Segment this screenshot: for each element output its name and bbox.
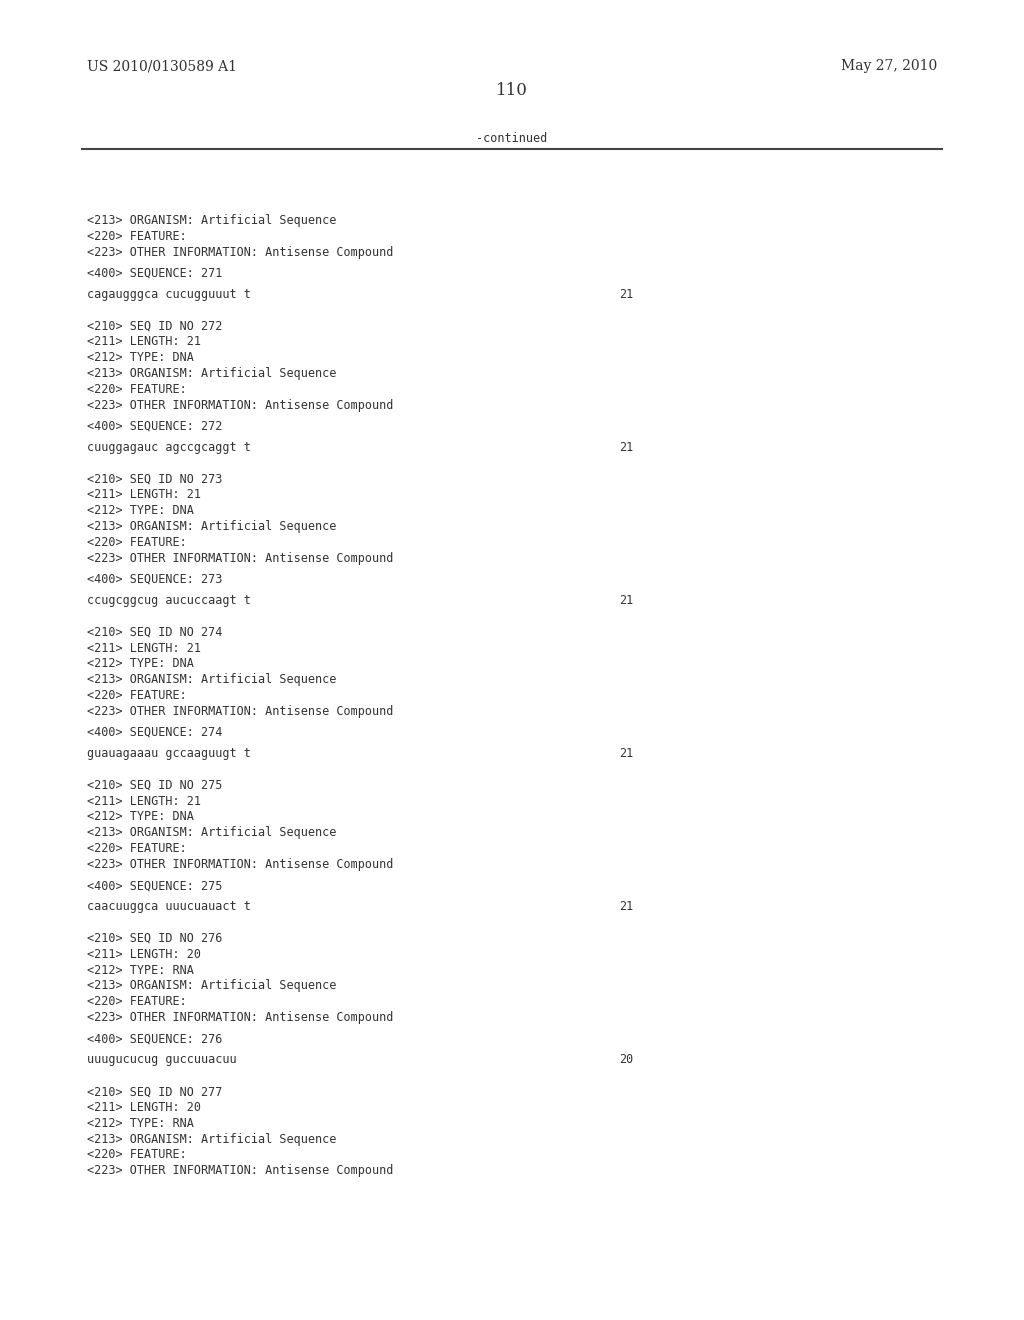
Text: <212> TYPE: DNA: <212> TYPE: DNA: [87, 504, 194, 517]
Text: <400> SEQUENCE: 275: <400> SEQUENCE: 275: [87, 879, 222, 892]
Text: <211> LENGTH: 20: <211> LENGTH: 20: [87, 1101, 201, 1114]
Text: <211> LENGTH: 21: <211> LENGTH: 21: [87, 335, 201, 348]
Text: <220> FEATURE:: <220> FEATURE:: [87, 842, 186, 855]
Text: <223> OTHER INFORMATION: Antisense Compound: <223> OTHER INFORMATION: Antisense Compo…: [87, 858, 393, 871]
Text: <223> OTHER INFORMATION: Antisense Compound: <223> OTHER INFORMATION: Antisense Compo…: [87, 552, 393, 565]
Text: <223> OTHER INFORMATION: Antisense Compound: <223> OTHER INFORMATION: Antisense Compo…: [87, 399, 393, 412]
Text: <223> OTHER INFORMATION: Antisense Compound: <223> OTHER INFORMATION: Antisense Compo…: [87, 705, 393, 718]
Text: <213> ORGANISM: Artificial Sequence: <213> ORGANISM: Artificial Sequence: [87, 673, 337, 686]
Text: <211> LENGTH: 20: <211> LENGTH: 20: [87, 948, 201, 961]
Text: <211> LENGTH: 21: <211> LENGTH: 21: [87, 795, 201, 808]
Text: uuugucucug guccuuacuu: uuugucucug guccuuacuu: [87, 1053, 237, 1067]
Text: <211> LENGTH: 21: <211> LENGTH: 21: [87, 642, 201, 655]
Text: cagaugggca cucugguuut t: cagaugggca cucugguuut t: [87, 288, 251, 301]
Text: <223> OTHER INFORMATION: Antisense Compound: <223> OTHER INFORMATION: Antisense Compo…: [87, 1164, 393, 1177]
Text: <213> ORGANISM: Artificial Sequence: <213> ORGANISM: Artificial Sequence: [87, 520, 337, 533]
Text: guauagaaau gccaaguugt t: guauagaaau gccaaguugt t: [87, 747, 251, 760]
Text: <213> ORGANISM: Artificial Sequence: <213> ORGANISM: Artificial Sequence: [87, 214, 337, 227]
Text: <211> LENGTH: 21: <211> LENGTH: 21: [87, 488, 201, 502]
Text: <220> FEATURE:: <220> FEATURE:: [87, 383, 186, 396]
Text: cuuggagauc agccgcaggt t: cuuggagauc agccgcaggt t: [87, 441, 251, 454]
Text: <220> FEATURE:: <220> FEATURE:: [87, 230, 186, 243]
Text: <210> SEQ ID NO 275: <210> SEQ ID NO 275: [87, 779, 222, 792]
Text: <400> SEQUENCE: 273: <400> SEQUENCE: 273: [87, 573, 222, 586]
Text: US 2010/0130589 A1: US 2010/0130589 A1: [87, 59, 237, 74]
Text: <400> SEQUENCE: 274: <400> SEQUENCE: 274: [87, 726, 222, 739]
Text: <223> OTHER INFORMATION: Antisense Compound: <223> OTHER INFORMATION: Antisense Compo…: [87, 1011, 393, 1024]
Text: <213> ORGANISM: Artificial Sequence: <213> ORGANISM: Artificial Sequence: [87, 1133, 337, 1146]
Text: <213> ORGANISM: Artificial Sequence: <213> ORGANISM: Artificial Sequence: [87, 367, 337, 380]
Text: <223> OTHER INFORMATION: Antisense Compound: <223> OTHER INFORMATION: Antisense Compo…: [87, 246, 393, 259]
Text: <212> TYPE: RNA: <212> TYPE: RNA: [87, 964, 194, 977]
Text: <220> FEATURE:: <220> FEATURE:: [87, 1148, 186, 1162]
Text: 21: 21: [620, 900, 634, 913]
Text: <400> SEQUENCE: 276: <400> SEQUENCE: 276: [87, 1032, 222, 1045]
Text: <213> ORGANISM: Artificial Sequence: <213> ORGANISM: Artificial Sequence: [87, 979, 337, 993]
Text: <210> SEQ ID NO 276: <210> SEQ ID NO 276: [87, 932, 222, 945]
Text: 110: 110: [496, 82, 528, 99]
Text: <213> ORGANISM: Artificial Sequence: <213> ORGANISM: Artificial Sequence: [87, 826, 337, 840]
Text: <210> SEQ ID NO 273: <210> SEQ ID NO 273: [87, 473, 222, 486]
Text: 21: 21: [620, 288, 634, 301]
Text: <220> FEATURE:: <220> FEATURE:: [87, 995, 186, 1008]
Text: <220> FEATURE:: <220> FEATURE:: [87, 536, 186, 549]
Text: <210> SEQ ID NO 272: <210> SEQ ID NO 272: [87, 319, 222, 333]
Text: 21: 21: [620, 441, 634, 454]
Text: <212> TYPE: DNA: <212> TYPE: DNA: [87, 351, 194, 364]
Text: <210> SEQ ID NO 277: <210> SEQ ID NO 277: [87, 1085, 222, 1098]
Text: ccugcggcug aucuccaagt t: ccugcggcug aucuccaagt t: [87, 594, 251, 607]
Text: caacuuggca uuucuauact t: caacuuggca uuucuauact t: [87, 900, 251, 913]
Text: 21: 21: [620, 747, 634, 760]
Text: 20: 20: [620, 1053, 634, 1067]
Text: <212> TYPE: DNA: <212> TYPE: DNA: [87, 657, 194, 671]
Text: <220> FEATURE:: <220> FEATURE:: [87, 689, 186, 702]
Text: <212> TYPE: DNA: <212> TYPE: DNA: [87, 810, 194, 824]
Text: <210> SEQ ID NO 274: <210> SEQ ID NO 274: [87, 626, 222, 639]
Text: <400> SEQUENCE: 271: <400> SEQUENCE: 271: [87, 267, 222, 280]
Text: <400> SEQUENCE: 272: <400> SEQUENCE: 272: [87, 420, 222, 433]
Text: -continued: -continued: [476, 132, 548, 145]
Text: 21: 21: [620, 594, 634, 607]
Text: <212> TYPE: RNA: <212> TYPE: RNA: [87, 1117, 194, 1130]
Text: May 27, 2010: May 27, 2010: [841, 59, 937, 74]
